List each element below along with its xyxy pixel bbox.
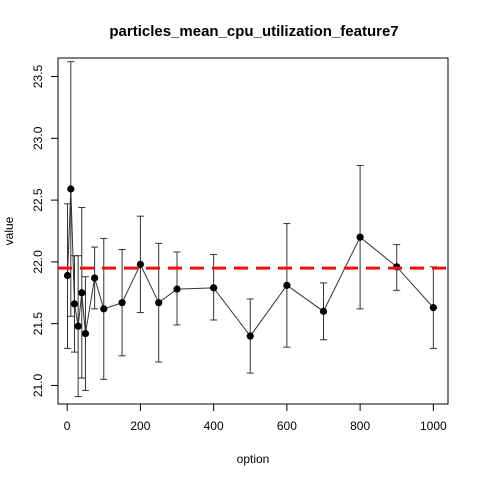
data-point xyxy=(118,299,126,307)
x-axis: 0 200 400 600 800 1000 xyxy=(64,404,447,433)
y-axis-label: value xyxy=(2,216,16,245)
data-point xyxy=(70,300,79,308)
x-tick-label: 400 xyxy=(204,419,224,433)
data-point xyxy=(136,260,144,268)
data-point xyxy=(246,332,254,340)
x-tick-label: 200 xyxy=(130,419,150,433)
data-point xyxy=(91,274,99,282)
data-point xyxy=(173,285,181,293)
y-tick-label: 21.0 xyxy=(31,373,45,397)
data-point xyxy=(74,322,82,330)
data-point xyxy=(63,271,72,280)
data-point xyxy=(78,289,86,297)
data-point xyxy=(210,284,218,292)
data-points xyxy=(63,185,437,340)
data-point xyxy=(283,281,291,289)
y-tick-label: 23.5 xyxy=(31,65,45,89)
y-tick-label: 22.0 xyxy=(31,250,45,274)
y-tick-label: 21.5 xyxy=(31,312,45,336)
x-tick-label: 800 xyxy=(350,419,370,433)
chart-title: particles_mean_cpu_utilization_feature7 xyxy=(109,23,398,40)
data-point xyxy=(429,304,437,312)
data-point xyxy=(155,299,163,307)
plot-frame xyxy=(57,57,449,405)
error-bars xyxy=(64,61,437,398)
data-point xyxy=(67,185,75,193)
data-point xyxy=(81,329,90,338)
y-tick-label: 22.5 xyxy=(31,188,45,212)
x-axis-label: option xyxy=(237,452,270,466)
x-tick-label: 1000 xyxy=(420,419,447,433)
x-tick-label: 0 xyxy=(64,419,71,433)
data-point xyxy=(100,305,108,313)
data-point xyxy=(356,233,364,241)
data-point xyxy=(319,307,328,315)
y-tick-label: 23.0 xyxy=(31,126,45,150)
x-tick-label: 600 xyxy=(277,419,297,433)
y-axis: 21.0 21.5 22.0 22.5 23.0 23.5 xyxy=(31,65,58,397)
